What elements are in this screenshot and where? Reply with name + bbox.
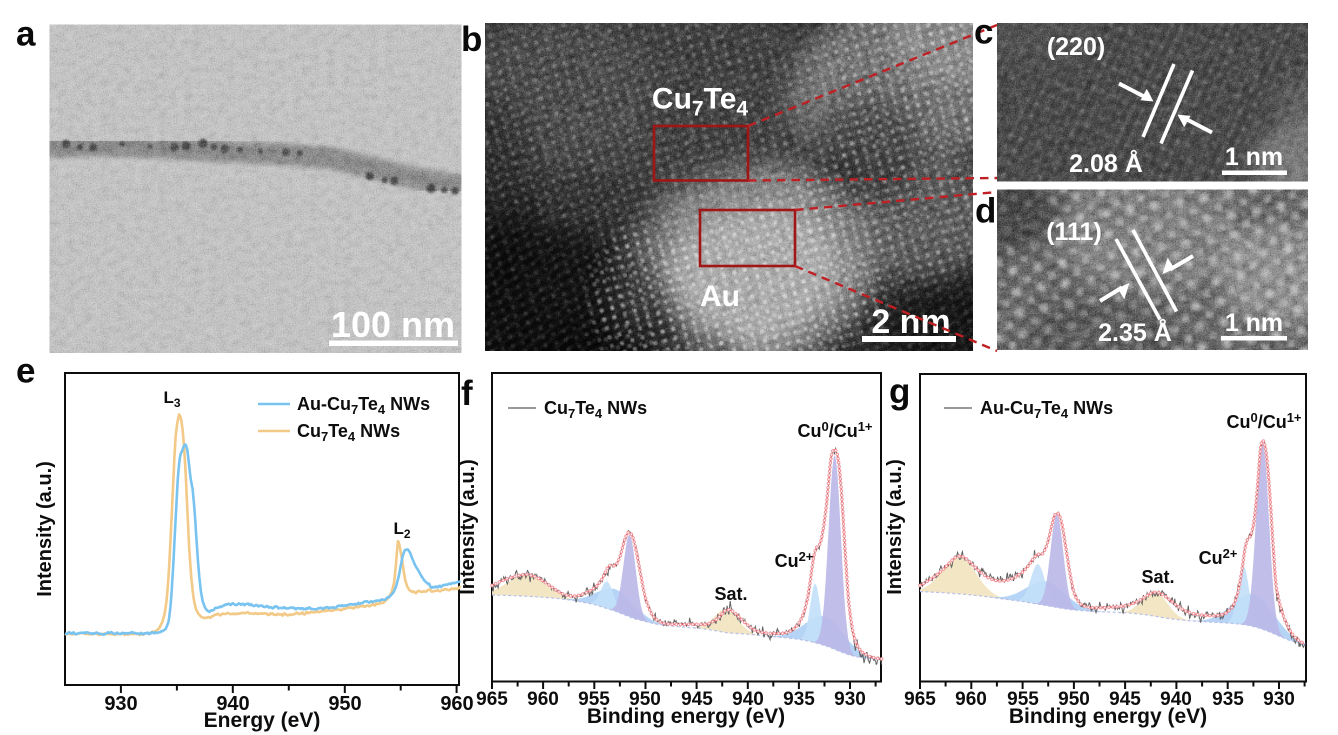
svg-text:2 nm: 2 nm <box>871 303 950 341</box>
svg-text:965: 965 <box>904 689 936 710</box>
svg-text:g: g <box>889 372 910 411</box>
svg-text:100 nm: 100 nm <box>331 304 455 345</box>
svg-text:1 nm: 1 nm <box>1225 143 1283 171</box>
svg-text:955: 955 <box>578 689 610 710</box>
svg-text:950: 950 <box>629 689 661 710</box>
svg-text:945: 945 <box>681 689 713 710</box>
svg-text:Sat.: Sat. <box>1141 567 1174 587</box>
svg-text:Intensity (a.u.): Intensity (a.u.) <box>457 459 479 595</box>
svg-text:965: 965 <box>476 689 508 710</box>
svg-text:Binding energy (eV): Binding energy (eV) <box>587 705 785 728</box>
svg-text:945: 945 <box>1109 689 1141 710</box>
svg-text:e: e <box>16 352 35 391</box>
svg-text:940: 940 <box>216 693 249 715</box>
svg-text:Intensity (a.u.): Intensity (a.u.) <box>884 459 906 595</box>
svg-text:c: c <box>974 13 993 52</box>
svg-text:960: 960 <box>527 689 559 710</box>
svg-text:Cu0/Cu1+: Cu0/Cu1+ <box>797 419 872 441</box>
svg-text:960: 960 <box>955 689 987 710</box>
svg-text:930: 930 <box>834 689 866 710</box>
svg-text:2.35 Å: 2.35 Å <box>1098 318 1172 347</box>
svg-text:950: 950 <box>1058 689 1090 710</box>
svg-text:935: 935 <box>1212 689 1244 710</box>
svg-text:Au: Au <box>700 280 740 313</box>
svg-text:Cu0/Cu1+: Cu0/Cu1+ <box>1226 410 1301 432</box>
svg-text:(111): (111) <box>1046 218 1102 246</box>
svg-text:d: d <box>975 192 996 231</box>
svg-text:Binding energy (eV): Binding energy (eV) <box>1009 705 1207 728</box>
svg-text:950: 950 <box>328 693 361 715</box>
svg-text:a: a <box>16 15 36 54</box>
svg-text:Au-Cu7Te4 NWs: Au-Cu7Te4 NWs <box>297 394 430 417</box>
svg-text:935: 935 <box>783 689 815 710</box>
svg-text:930: 930 <box>1263 689 1295 710</box>
svg-text:Cu7Te4: Cu7Te4 <box>652 83 748 121</box>
svg-text:Sat.: Sat. <box>714 584 747 604</box>
svg-text:Au-Cu7Te4 NWs: Au-Cu7Te4 NWs <box>980 398 1113 421</box>
svg-text:b: b <box>461 20 482 59</box>
svg-text:Energy (eV): Energy (eV) <box>204 709 321 732</box>
svg-text:940: 940 <box>732 689 764 710</box>
svg-text:Intensity (a.u.): Intensity (a.u.) <box>34 461 56 597</box>
svg-text:960: 960 <box>440 693 473 715</box>
svg-text:930: 930 <box>104 693 137 715</box>
svg-text:2.08 Å: 2.08 Å <box>1069 149 1143 178</box>
svg-text:1 nm: 1 nm <box>1225 309 1283 337</box>
svg-text:f: f <box>461 374 473 413</box>
svg-text:(220): (220) <box>1047 33 1105 61</box>
svg-text:955: 955 <box>1007 689 1039 710</box>
svg-text:940: 940 <box>1160 689 1192 710</box>
